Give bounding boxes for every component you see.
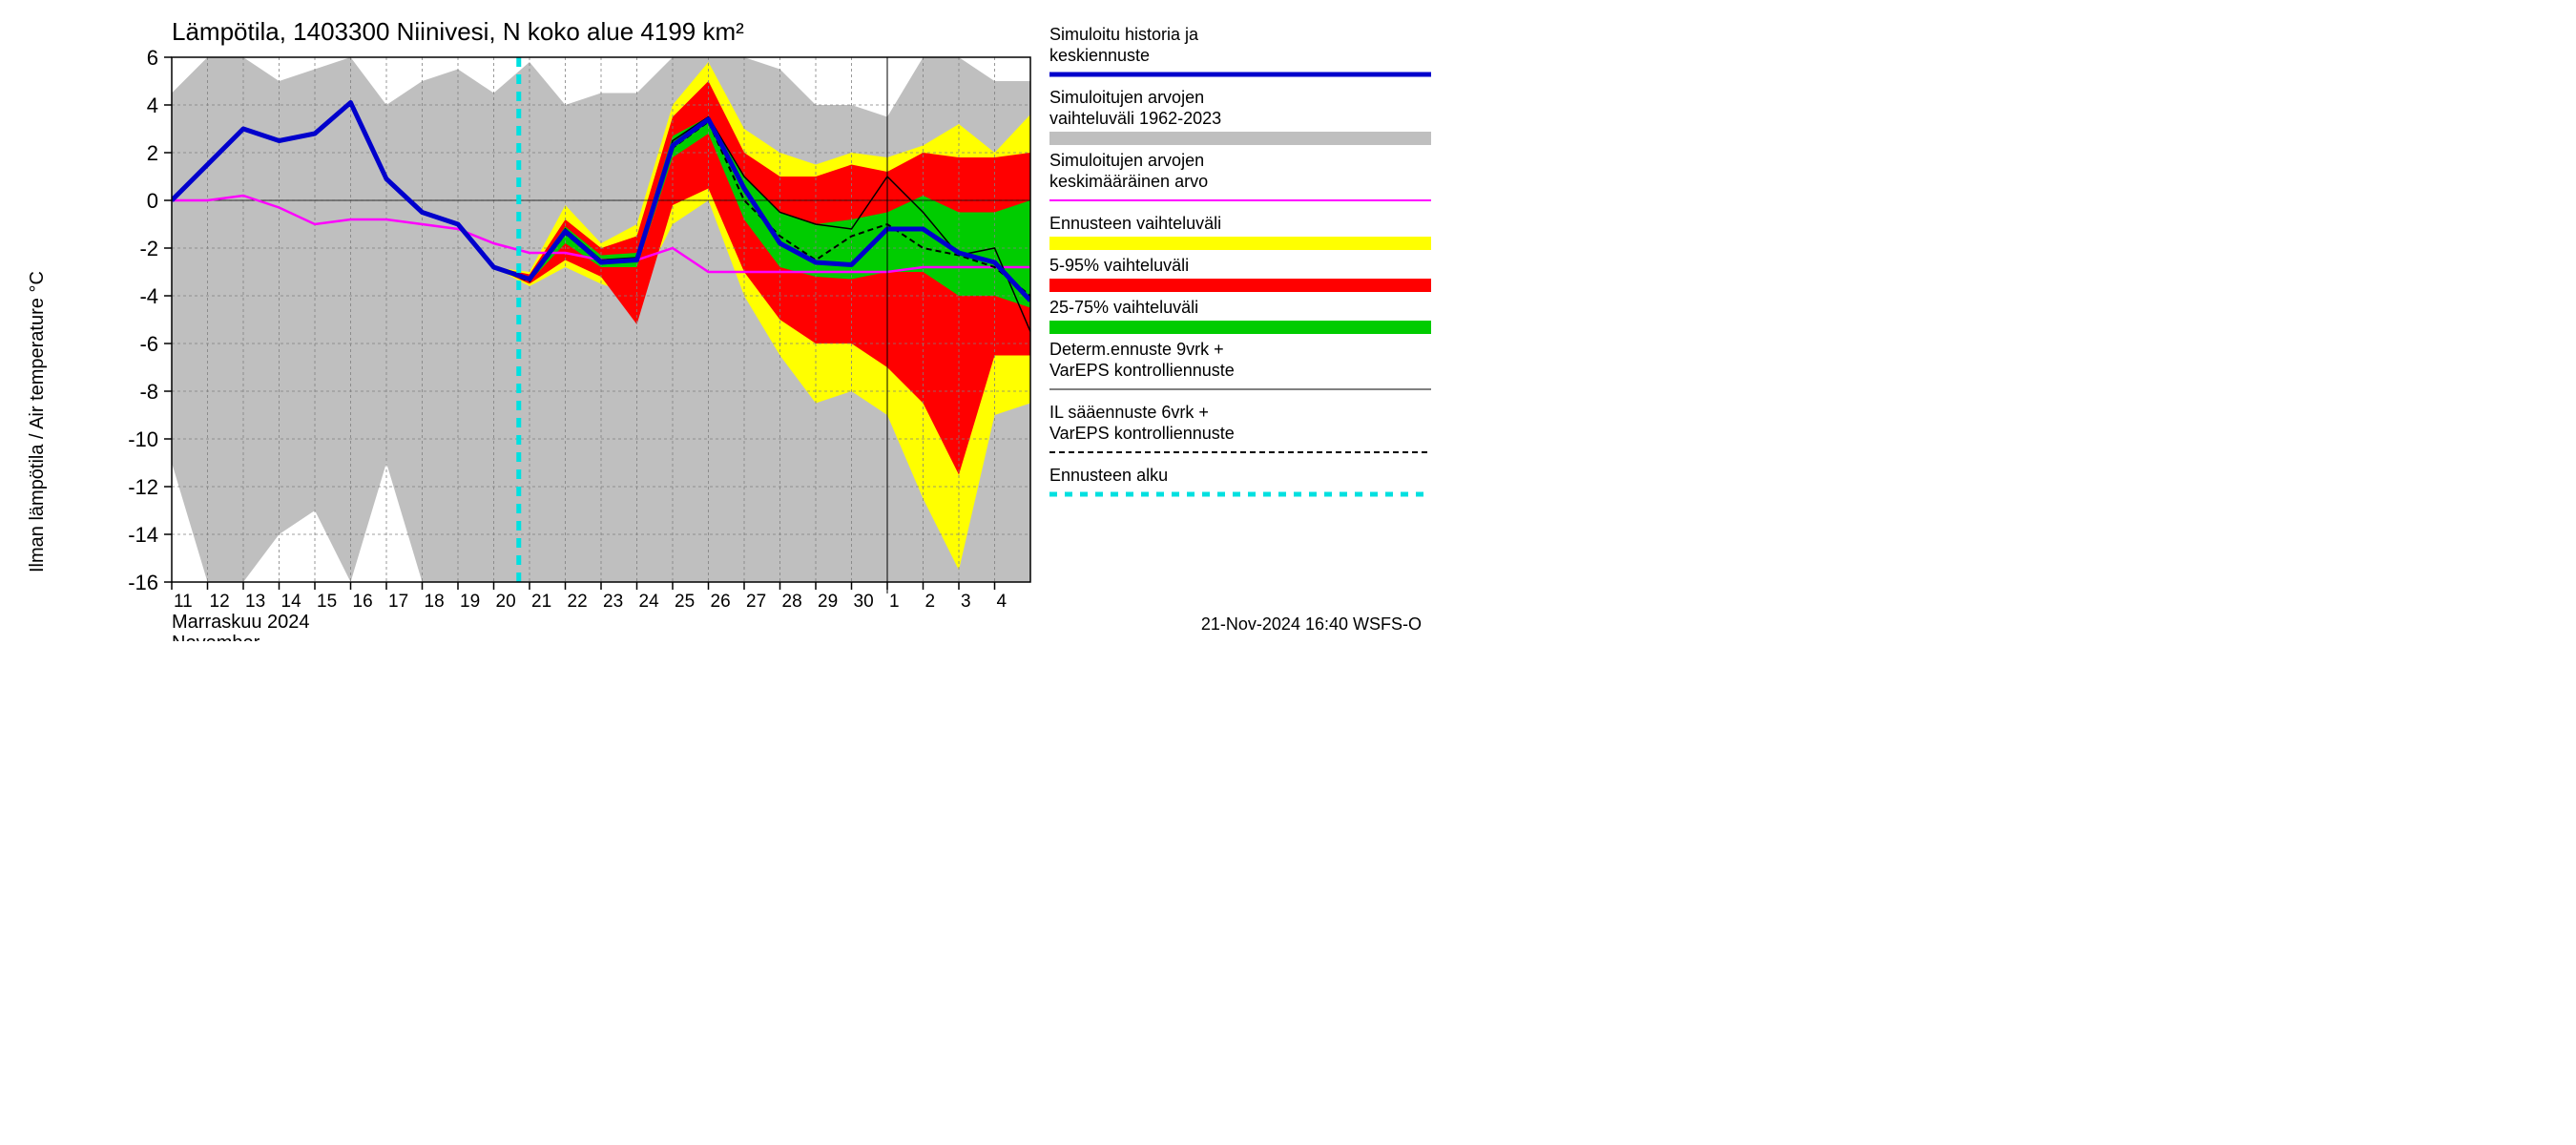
x-tick-label: 11 <box>174 592 193 612</box>
legend-label: Ennusteen vaihteluväli <box>1049 214 1221 233</box>
y-tick-label: 4 <box>147 94 158 117</box>
x-tick-label: 2 <box>925 592 936 612</box>
chart-container: 6420-2-4-6-8-10-12-14-161112131415161718… <box>0 0 1443 641</box>
x-tick-label: 25 <box>675 592 695 612</box>
y-tick-label: 0 <box>147 189 158 213</box>
y-tick-label: 2 <box>147 141 158 165</box>
x-tick-label: 1 <box>889 592 900 612</box>
footer-timestamp: 21-Nov-2024 16:40 WSFS-O <box>1201 614 1422 634</box>
x-tick-label: 30 <box>854 592 874 612</box>
legend-label: vaihteluväli 1962-2023 <box>1049 109 1221 128</box>
legend-label: keskiennuste <box>1049 46 1150 65</box>
y-tick-label: -8 <box>139 380 158 404</box>
legend-swatch <box>1049 279 1431 292</box>
y-tick-label: -12 <box>128 475 158 499</box>
legend-swatch <box>1049 321 1431 334</box>
x-tick-label: 15 <box>317 592 337 612</box>
y-tick-label: -4 <box>139 284 158 308</box>
legend-label: Simuloitujen arvojen <box>1049 88 1204 107</box>
x-tick-label: 28 <box>782 592 802 612</box>
y-tick-label: -16 <box>128 571 158 594</box>
x-tick-label: 24 <box>639 592 660 612</box>
legend-label: Determ.ennuste 9vrk + <box>1049 340 1224 359</box>
y-tick-label: -10 <box>128 427 158 451</box>
legend-label: Simuloitu historia ja <box>1049 25 1199 44</box>
x-tick-label: 29 <box>818 592 838 612</box>
x-tick-label: 12 <box>210 592 230 612</box>
x-tick-label: 14 <box>281 592 302 612</box>
x-tick-label: 17 <box>388 592 408 612</box>
y-tick-label: -14 <box>128 523 158 547</box>
x-tick-label: 21 <box>531 592 551 612</box>
x-tick-label: 19 <box>460 592 480 612</box>
x-tick-label: 27 <box>746 592 766 612</box>
x-tick-label: 13 <box>245 592 265 612</box>
x-tick-label: 22 <box>568 592 588 612</box>
legend-label: 25-75% vaihteluväli <box>1049 298 1198 317</box>
x-tick-label: 20 <box>496 592 516 612</box>
chart-title: Lämpötila, 1403300 Niinivesi, N koko alu… <box>172 17 744 46</box>
month-label-en: November <box>172 633 260 641</box>
month-label-fi: Marraskuu 2024 <box>172 612 310 633</box>
x-tick-label: 3 <box>961 592 971 612</box>
y-tick-label: -6 <box>139 332 158 356</box>
legend-label: 5-95% vaihteluväli <box>1049 256 1189 275</box>
x-tick-label: 23 <box>603 592 623 612</box>
y-axis-label: Ilman lämpötila / Air temperature °C <box>27 271 48 572</box>
y-tick-label: 6 <box>147 46 158 70</box>
legend-label: Ennusteen alku <box>1049 466 1168 485</box>
temperature-chart: 6420-2-4-6-8-10-12-14-161112131415161718… <box>0 0 1443 641</box>
legend-swatch <box>1049 237 1431 250</box>
legend-label: keskimääräinen arvo <box>1049 172 1208 191</box>
legend-label: IL sääennuste 6vrk + <box>1049 403 1209 422</box>
legend-label: Simuloitujen arvojen <box>1049 151 1204 170</box>
x-tick-label: 18 <box>425 592 445 612</box>
legend-label: VarEPS kontrolliennuste <box>1049 361 1235 380</box>
x-tick-label: 4 <box>997 592 1008 612</box>
x-tick-label: 26 <box>711 592 731 612</box>
legend-swatch <box>1049 132 1431 145</box>
legend-label: VarEPS kontrolliennuste <box>1049 424 1235 443</box>
y-tick-label: -2 <box>139 237 158 260</box>
x-tick-label: 16 <box>353 592 373 612</box>
